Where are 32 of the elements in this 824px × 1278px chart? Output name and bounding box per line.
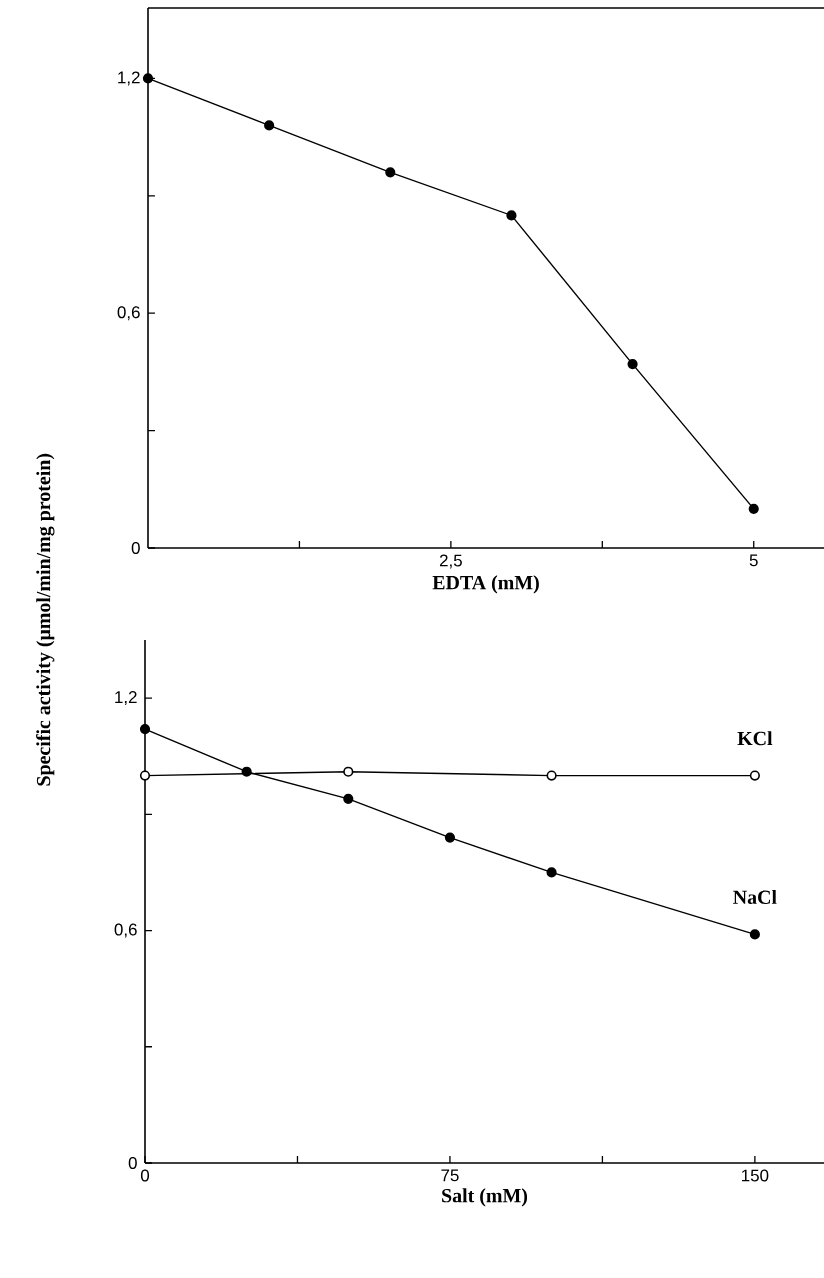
x-tick-label: 75 xyxy=(441,1169,459,1182)
point xyxy=(444,832,456,843)
point xyxy=(343,766,354,777)
x-tick-label: 2,5 xyxy=(439,554,462,569)
y-tick-label: 0 xyxy=(131,541,140,554)
point xyxy=(546,770,557,781)
point xyxy=(749,929,760,940)
point xyxy=(748,503,759,514)
series-label: KCl xyxy=(737,731,773,746)
y-tick-label: 1,2 xyxy=(115,691,137,706)
y-tick-label: 0 xyxy=(128,1156,137,1169)
point xyxy=(546,867,557,878)
y-tick-label: 0,6 xyxy=(117,306,140,321)
x-tick-label: 0 xyxy=(140,1169,150,1182)
x-tick-label: 5 xyxy=(749,554,758,567)
x-axis-title: EDTA (mM) xyxy=(432,575,539,594)
y-tick-label: 1,2 xyxy=(118,71,140,86)
point xyxy=(142,73,154,84)
point xyxy=(241,766,252,777)
point xyxy=(749,770,760,781)
series-label: NaCl xyxy=(733,889,777,904)
point xyxy=(385,167,396,178)
point xyxy=(139,770,151,781)
point xyxy=(627,358,638,370)
point xyxy=(343,793,354,804)
x-axis-title: Salt (mM) xyxy=(442,1188,528,1207)
point xyxy=(264,120,275,131)
y-tick-label: 0,6 xyxy=(114,923,137,938)
point xyxy=(506,210,517,221)
y-axis-title: Specific activity (μmol/min/mg protein) xyxy=(36,453,55,786)
point xyxy=(139,724,151,735)
x-tick-label: 150 xyxy=(742,1169,769,1182)
